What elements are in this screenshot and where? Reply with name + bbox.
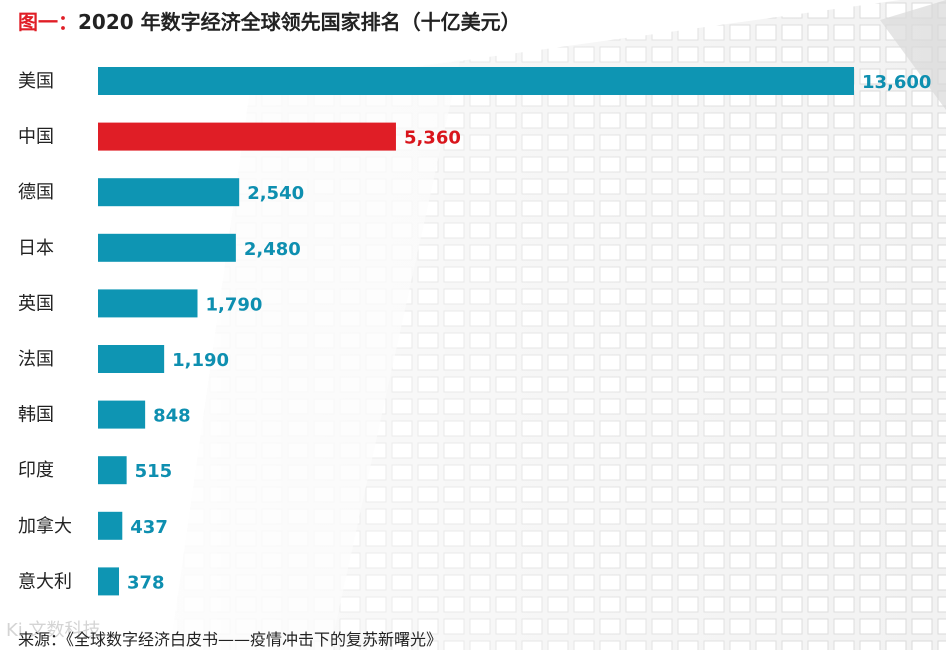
category-label: 印度 <box>18 460 54 481</box>
value-label: 13,600 <box>862 72 931 93</box>
value-label: 5,360 <box>404 128 461 149</box>
category-label: 韩国 <box>18 405 54 426</box>
category-label: 意大利 <box>18 571 72 592</box>
bar-6 <box>98 345 165 373</box>
category-label: 英国 <box>18 293 54 314</box>
value-label: 1,790 <box>206 294 263 315</box>
source-note: 来源：《全球数字经济白皮书——疫情冲击下的复苏新曙光》 <box>18 630 443 649</box>
value-label: 515 <box>135 461 173 482</box>
value-label: 2,480 <box>244 239 301 260</box>
category-label: 法国 <box>18 349 54 370</box>
bar-10 <box>98 567 120 596</box>
bar-9 <box>98 511 123 540</box>
bar-8 <box>98 456 127 485</box>
value-label: 437 <box>130 517 168 538</box>
bar-1 <box>98 67 854 95</box>
value-label: 378 <box>127 572 165 593</box>
category-label: 日本 <box>18 238 54 259</box>
value-label: 1,190 <box>172 350 229 371</box>
bar-2 <box>98 122 396 151</box>
category-label: 中国 <box>18 127 54 148</box>
category-label: 美国 <box>18 71 54 92</box>
value-label: 848 <box>153 406 191 427</box>
title-prefix: 图一： <box>18 10 78 34</box>
bar-7 <box>98 400 146 429</box>
bar-4 <box>98 233 236 262</box>
title-text: 2020 年数字经济全球领先国家排名（十亿美元） <box>78 10 521 34</box>
value-label: 2,540 <box>247 183 304 204</box>
category-label: 加拿大 <box>18 515 72 537</box>
watermark: Ki 文数科技 <box>6 620 101 641</box>
category-label: 德国 <box>18 182 54 203</box>
chart-title: 图一：2020 年数字经济全球领先国家排名（十亿美元） <box>18 6 521 35</box>
bar-3 <box>98 178 240 207</box>
bar-5 <box>98 289 198 318</box>
